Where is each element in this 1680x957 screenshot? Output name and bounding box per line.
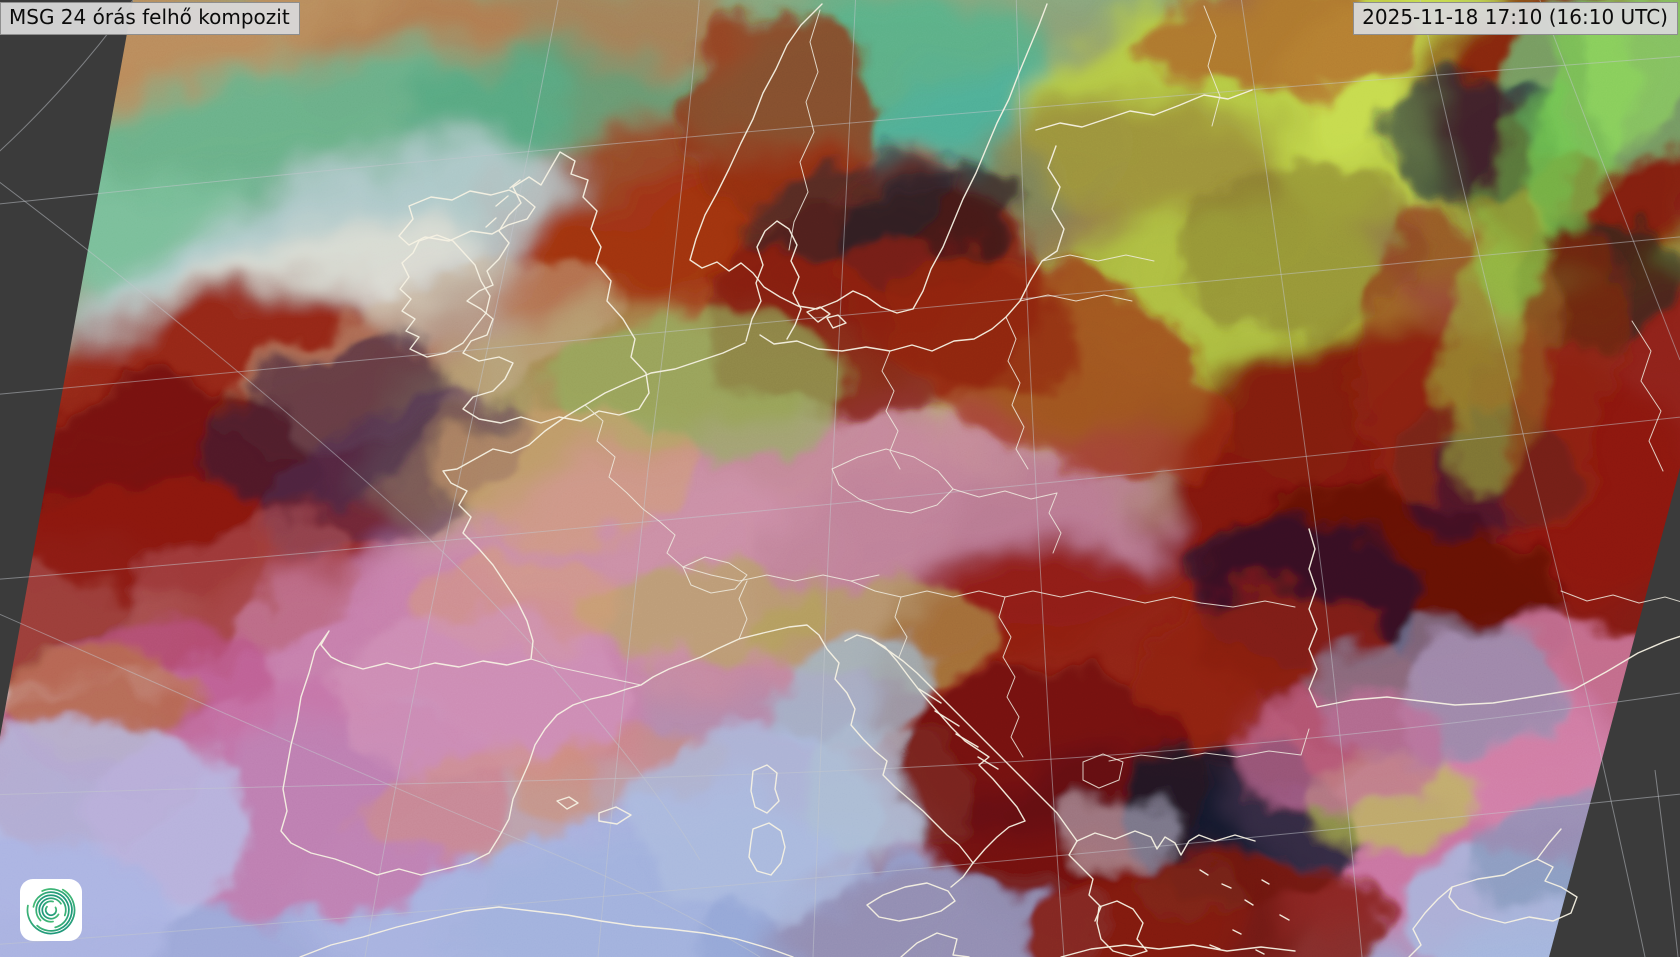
- hungaromet-logo: [20, 879, 82, 941]
- timestamp-label: 2025-11-18 17:10 (16:10 UTC): [1353, 2, 1678, 35]
- country-border-layer: [530, 5, 1680, 789]
- coastline-layer: [280, 3, 1680, 957]
- hungaromet-spiral-icon: [26, 885, 76, 935]
- product-label: MSG 24 órás felhő kompozit: [0, 2, 300, 35]
